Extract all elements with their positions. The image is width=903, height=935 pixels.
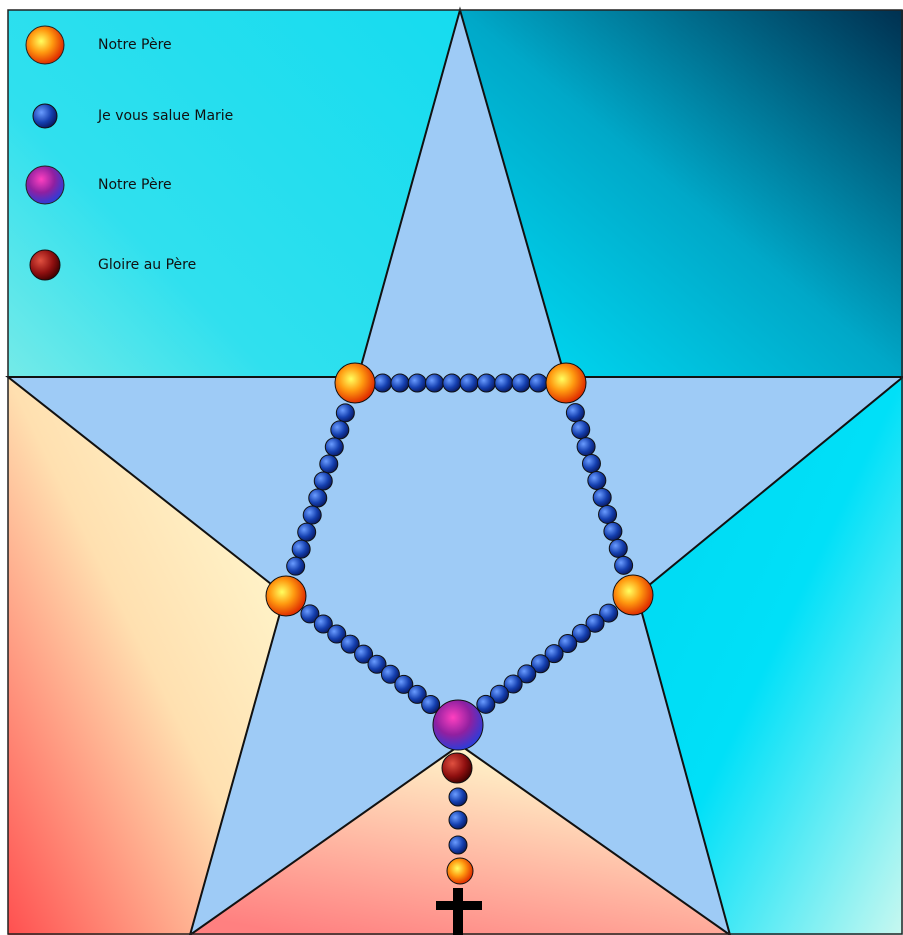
legend-label: Notre Père bbox=[98, 177, 172, 193]
hail-mary-bead bbox=[544, 644, 564, 664]
cross-bar bbox=[436, 901, 482, 910]
legend-label: Notre Père bbox=[98, 37, 172, 53]
hail-mary-bead bbox=[592, 487, 612, 507]
hail-mary-bead bbox=[571, 420, 591, 440]
hail-mary-bead bbox=[313, 614, 333, 634]
background-region bbox=[8, 377, 285, 935]
hail-mary-bead bbox=[598, 504, 618, 524]
hail-mary-bead bbox=[511, 373, 531, 393]
our-father-bead bbox=[432, 699, 484, 751]
hail-mary-bead bbox=[300, 604, 320, 624]
hail-mary-bead bbox=[407, 684, 427, 704]
hail-mary-bead bbox=[373, 373, 393, 393]
hail-mary-bead bbox=[489, 684, 509, 704]
hail-mary-bead bbox=[313, 471, 333, 491]
background-region bbox=[460, 10, 903, 377]
hail-mary-bead bbox=[530, 654, 550, 674]
our-father-bead bbox=[334, 362, 376, 404]
hail-mary-bead bbox=[448, 835, 468, 855]
hail-mary-bead bbox=[407, 373, 427, 393]
legend-label: Gloire au Père bbox=[98, 257, 196, 273]
rosary bbox=[265, 362, 654, 885]
legend-icon bbox=[25, 165, 65, 205]
legend: Notre Père Je vous salue Marie Notre Pèr… bbox=[25, 25, 233, 281]
background-region bbox=[637, 377, 903, 935]
hail-mary-bead bbox=[603, 521, 623, 541]
our-father-bead bbox=[612, 574, 654, 616]
hail-mary-bead bbox=[421, 694, 441, 714]
our-father-bead bbox=[545, 362, 587, 404]
legend-icon bbox=[32, 103, 58, 129]
our-father-bead bbox=[446, 857, 474, 885]
hail-mary-bead bbox=[476, 373, 496, 393]
hail-mary-bead bbox=[565, 403, 585, 423]
hail-mary-bead bbox=[354, 644, 374, 664]
hail-mary-bead bbox=[587, 471, 607, 491]
hail-mary-bead bbox=[291, 539, 311, 559]
hail-mary-bead bbox=[448, 810, 468, 830]
hail-mary-bead bbox=[448, 787, 468, 807]
legend-label: Je vous salue Marie bbox=[97, 108, 233, 124]
cross bbox=[436, 888, 482, 935]
hail-mary-bead bbox=[390, 373, 410, 393]
our-father-bead bbox=[265, 575, 307, 617]
hail-mary-bead bbox=[394, 674, 414, 694]
hail-mary-bead bbox=[517, 664, 537, 684]
hail-mary-bead bbox=[340, 634, 360, 654]
hail-mary-bead bbox=[330, 420, 350, 440]
hail-mary-bead bbox=[335, 403, 355, 423]
hail-mary-bead bbox=[367, 654, 387, 674]
hail-mary-bead bbox=[608, 538, 628, 558]
hail-mary-bead bbox=[576, 437, 596, 457]
hail-mary-bead bbox=[308, 488, 328, 508]
legend-icon bbox=[29, 249, 61, 281]
hail-mary-bead bbox=[476, 694, 496, 714]
hail-mary-bead bbox=[442, 373, 462, 393]
hail-mary-bead bbox=[614, 555, 634, 575]
hail-mary-bead bbox=[581, 454, 601, 474]
hail-mary-bead bbox=[599, 603, 619, 623]
hail-mary-bead bbox=[558, 633, 578, 653]
hail-mary-bead bbox=[571, 623, 591, 643]
hail-mary-bead bbox=[327, 624, 347, 644]
glory-be-bead bbox=[441, 752, 473, 784]
hail-mary-bead bbox=[324, 437, 344, 457]
cross-stem bbox=[453, 888, 463, 935]
hail-mary-bead bbox=[494, 373, 514, 393]
hail-mary-bead bbox=[425, 373, 445, 393]
legend-icon bbox=[25, 25, 65, 65]
hail-mary-bead bbox=[302, 505, 322, 525]
hail-mary-bead bbox=[380, 664, 400, 684]
hail-mary-bead bbox=[503, 674, 523, 694]
hail-mary-bead bbox=[319, 454, 339, 474]
hail-mary-bead bbox=[528, 373, 548, 393]
hail-mary-bead bbox=[297, 522, 317, 542]
hail-mary-bead bbox=[585, 613, 605, 633]
hail-mary-bead bbox=[459, 373, 479, 393]
hail-mary-bead bbox=[286, 556, 306, 576]
